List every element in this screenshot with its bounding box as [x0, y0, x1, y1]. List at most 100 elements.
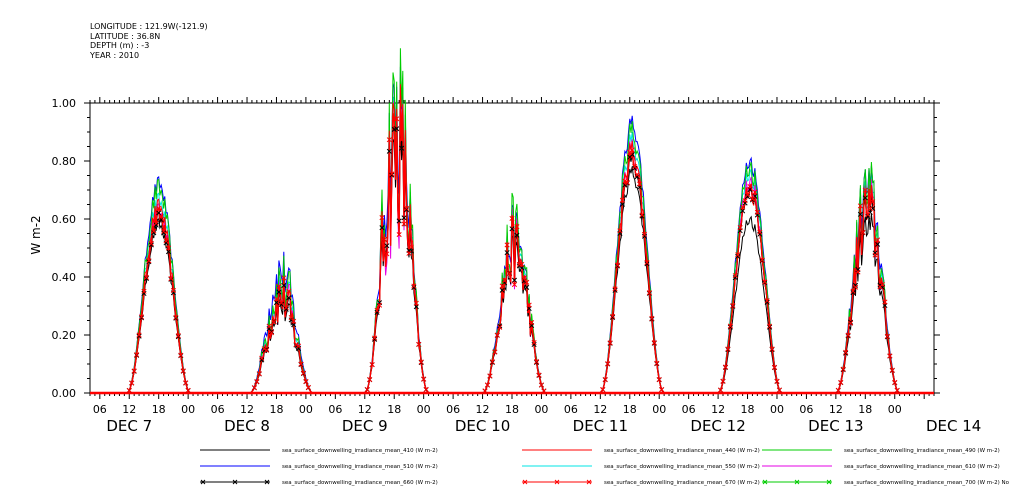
legend-label: sea_surface_downwelling_irradiance_mean_… [844, 464, 1000, 470]
series-marker-7 [266, 323, 272, 329]
series-marker-6 [872, 250, 878, 256]
series-marker-6 [740, 208, 746, 214]
series-marker-7 [725, 346, 731, 352]
series-marker-7 [536, 372, 542, 378]
x-hour-label: 06 [211, 403, 225, 416]
series-marker-6 [379, 225, 385, 231]
series-marker-7 [762, 279, 768, 285]
series-marker-7 [269, 330, 275, 336]
series-marker-7 [168, 276, 174, 282]
depth-label: DEPTH (m) : -3 [90, 41, 150, 50]
series-marker-7 [531, 339, 537, 346]
series-marker-6 [259, 357, 265, 363]
series-marker-6 [156, 210, 162, 216]
series-marker-7 [529, 320, 535, 326]
series-marker-7 [894, 387, 900, 393]
x-hour-label: 06 [682, 403, 696, 416]
series-marker-7 [165, 245, 172, 251]
series-marker-6 [151, 230, 157, 236]
series-marker-6 [143, 275, 149, 282]
series-marker-6 [514, 232, 520, 238]
series-marker-6 [632, 165, 638, 171]
series-marker-7 [281, 275, 287, 281]
series-marker-7 [506, 271, 513, 277]
series-marker-7 [261, 346, 267, 352]
series-marker-6 [161, 230, 167, 236]
series-marker-6 [732, 275, 738, 281]
series-marker-7 [259, 355, 265, 361]
series-marker-7 [482, 388, 488, 394]
series-marker-7 [747, 183, 753, 190]
series-marker-7 [151, 228, 157, 234]
series-marker-7 [882, 299, 888, 305]
chart-legend: sea_surface_downwelling_irradiance_mean_… [200, 448, 1009, 486]
series-marker-6 [173, 315, 179, 321]
x-hour-label: 18 [387, 403, 401, 416]
series-marker-7 [838, 379, 844, 385]
series-marker-6 [401, 215, 407, 221]
x-hour-label: 18 [741, 403, 755, 416]
series-marker-6 [396, 218, 402, 224]
series-marker-6 [497, 323, 503, 329]
series-marker-6 [394, 126, 400, 132]
series-marker-7 [283, 305, 289, 311]
x-hour-label: 18 [858, 403, 872, 416]
series-marker-6 [764, 299, 770, 305]
series-marker-7 [848, 320, 854, 326]
x-day-label: DEC 14 [926, 417, 981, 435]
series-marker-7 [502, 277, 508, 283]
legend-label: sea_surface_downwelling_irradiance_mean_… [604, 464, 760, 470]
series-marker-7 [538, 382, 544, 388]
series-marker-6 [757, 231, 763, 237]
y-tick-label: 0.00 [52, 387, 77, 400]
x-hour-label: 00 [770, 403, 784, 416]
series-marker-7 [288, 314, 294, 321]
series-marker-6 [848, 319, 854, 325]
series-marker-7 [850, 288, 856, 294]
series-marker-6 [384, 243, 390, 249]
series-marker-7 [769, 346, 775, 352]
series-marker-7 [497, 324, 503, 330]
x-day-label: DEC 7 [106, 417, 152, 435]
series-marker-7 [519, 261, 525, 267]
series-marker-7 [499, 283, 505, 289]
y-axis-label: W m-2 [29, 215, 43, 254]
series-marker-7 [276, 283, 282, 290]
series-marker-6 [634, 174, 640, 180]
series-marker-7 [376, 302, 383, 308]
series-marker-7 [511, 282, 518, 288]
x-day-label: DEC 11 [573, 417, 628, 435]
series-marker-6 [735, 253, 741, 260]
series-marker-7 [634, 172, 640, 178]
series-marker-6 [374, 309, 380, 315]
legend-marker [522, 479, 528, 485]
x-hour-label: 00 [888, 403, 902, 416]
x-hour-label: 12 [476, 403, 490, 416]
series-marker-7 [413, 300, 419, 306]
series-marker-7 [143, 274, 149, 280]
series-marker-7 [732, 273, 738, 279]
x-hour-label: 00 [652, 403, 666, 416]
x-hour-label: 12 [240, 403, 254, 416]
series-marker-7 [774, 378, 780, 384]
series-marker-7 [492, 349, 498, 355]
x-day-label: DEC 13 [808, 417, 863, 435]
x-hour-label: 06 [446, 403, 460, 416]
series-marker-6 [372, 336, 378, 342]
series-marker-7 [295, 343, 302, 349]
series-marker-7 [178, 352, 184, 358]
x-day-label: DEC 9 [342, 417, 388, 435]
series-marker-7 [303, 378, 309, 385]
series-marker-6 [389, 172, 395, 178]
series-marker-6 [857, 211, 863, 217]
series-marker-7 [180, 368, 186, 374]
series-marker-6 [399, 145, 405, 151]
series-marker-7 [600, 387, 606, 393]
series-marker-7 [857, 203, 863, 209]
series-marker-7 [641, 231, 648, 237]
series-marker-7 [872, 252, 878, 258]
series-marker-7 [408, 244, 414, 250]
legend-label: sea_surface_downwelling_irradiance_mean_… [282, 480, 438, 486]
series-marker-7 [291, 318, 297, 324]
